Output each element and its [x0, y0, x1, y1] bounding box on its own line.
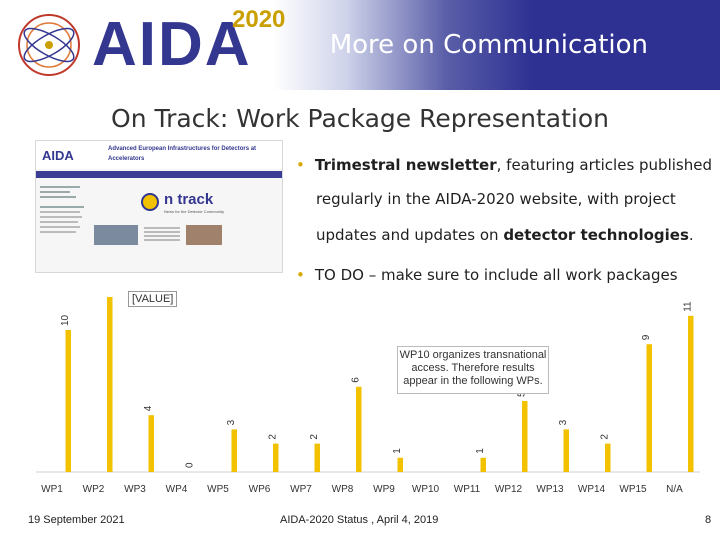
bullet-dot-icon: •: [296, 266, 305, 284]
x-tick-label: WP15: [619, 484, 647, 495]
bullet-todo: • TO DO – make sure to include all work p…: [296, 259, 678, 292]
x-tick-label: N/A: [666, 484, 683, 495]
newsletter-header: AIDA Advanced European Infrastructures f…: [36, 141, 282, 169]
bar-wp15: [646, 344, 652, 472]
x-tick-label: WP13: [536, 484, 564, 495]
logo-text: AIDA: [92, 10, 252, 79]
logo-year: 2020: [232, 6, 286, 33]
page-number: 8: [705, 514, 712, 526]
bar-na: [688, 315, 694, 472]
newsletter-article-image-2: [186, 225, 222, 245]
aida-logo-icon: [18, 14, 80, 76]
bullet-bold: Trimestral newsletter: [314, 156, 497, 174]
bar-wp8: [356, 386, 362, 472]
bar-wp3: [148, 415, 154, 472]
x-tick-label: WP9: [373, 484, 395, 495]
bullet-text-end: .: [688, 226, 694, 244]
bar-wp11: [480, 457, 486, 472]
x-tick-label: WP11: [454, 484, 481, 495]
data-label: 10: [60, 314, 71, 326]
data-label: 9: [641, 334, 652, 340]
bar-wp2: [107, 297, 113, 472]
x-tick-label: WP14: [578, 484, 606, 495]
newsletter-brand: n track: [164, 191, 214, 208]
data-label: 5: [517, 391, 528, 397]
bullet-text: regularly in the AIDA-2020 website, with…: [316, 190, 676, 208]
bar-wp7: [314, 443, 320, 472]
bullet-newsletter: • Trimestral newsletter, featuring articl…: [296, 149, 712, 182]
bar-wp1: [65, 330, 71, 472]
header-title: More on Communication: [329, 30, 648, 60]
data-label: 11: [683, 301, 694, 312]
bar-wp6: [273, 443, 279, 472]
data-label: 1: [392, 448, 403, 454]
data-label: 4: [143, 405, 154, 411]
newsletter-article-image: [94, 225, 138, 245]
bullet-text: updates and updates on: [316, 226, 504, 244]
slide-title: On Track: Work Package Representation: [111, 104, 609, 133]
bullet-bold: detector technologies: [503, 226, 689, 244]
data-label: 2: [268, 434, 279, 440]
wp10-annotation: WP10 organizes transnational access. The…: [397, 346, 549, 394]
newsletter-site-title-2: Accelerators: [108, 156, 145, 162]
x-tick-label: WP6: [249, 484, 271, 495]
newsletter-brand-sub: News for the Detector Community: [164, 209, 225, 214]
bar-wp12: [522, 401, 528, 472]
x-tick-label: WP1: [41, 484, 63, 495]
x-tick-label: WP3: [124, 484, 146, 495]
bar-wp9: [397, 457, 403, 472]
newsletter-aida-logo: AIDA: [42, 148, 74, 163]
newsletter-brand-icon: [141, 193, 159, 211]
data-label: 2: [600, 434, 611, 440]
x-tick-label: WP2: [83, 484, 105, 495]
bullet-line-3: updates and updates on detector technolo…: [316, 219, 694, 252]
data-label: 0: [185, 462, 196, 468]
x-tick-label: WP8: [332, 484, 354, 495]
data-label: 1: [475, 448, 486, 454]
x-tick-label: WP5: [207, 484, 229, 495]
newsletter-nav-bar: [36, 171, 282, 178]
data-label: 2: [309, 434, 320, 440]
header-banner: AIDA 2020 More on Communication: [0, 0, 720, 90]
newsletter-article-text: [144, 225, 180, 265]
bullet-text: TO DO – make sure to include all work pa…: [314, 266, 678, 284]
bar-wp13: [563, 429, 569, 472]
x-tick-label: WP12: [495, 484, 523, 495]
footer-date: 19 September 2021: [28, 514, 125, 526]
bullet-line-2: regularly in the AIDA-2020 website, with…: [316, 183, 676, 216]
data-label: 6: [351, 377, 362, 383]
x-tick-label: WP10: [412, 484, 440, 495]
newsletter-sidebar: [40, 183, 88, 269]
bullet-dot-icon: •: [296, 156, 305, 174]
data-label: 3: [558, 419, 569, 425]
data-label-wp2: [VALUE]: [128, 291, 178, 307]
newsletter-thumbnail: AIDA Advanced European Infrastructures f…: [35, 140, 283, 273]
bullet-text: , featuring articles published: [496, 156, 712, 174]
bar-wp14: [605, 443, 611, 472]
newsletter-site-title-1: Advanced European Infrastructures for De…: [108, 146, 257, 152]
x-tick-label: WP7: [290, 484, 312, 495]
footer-center: AIDA-2020 Status , April 4, 2019: [280, 514, 439, 526]
x-tick-label: WP4: [166, 484, 188, 495]
data-label: 3: [226, 419, 237, 425]
bar-wp5: [231, 429, 237, 472]
